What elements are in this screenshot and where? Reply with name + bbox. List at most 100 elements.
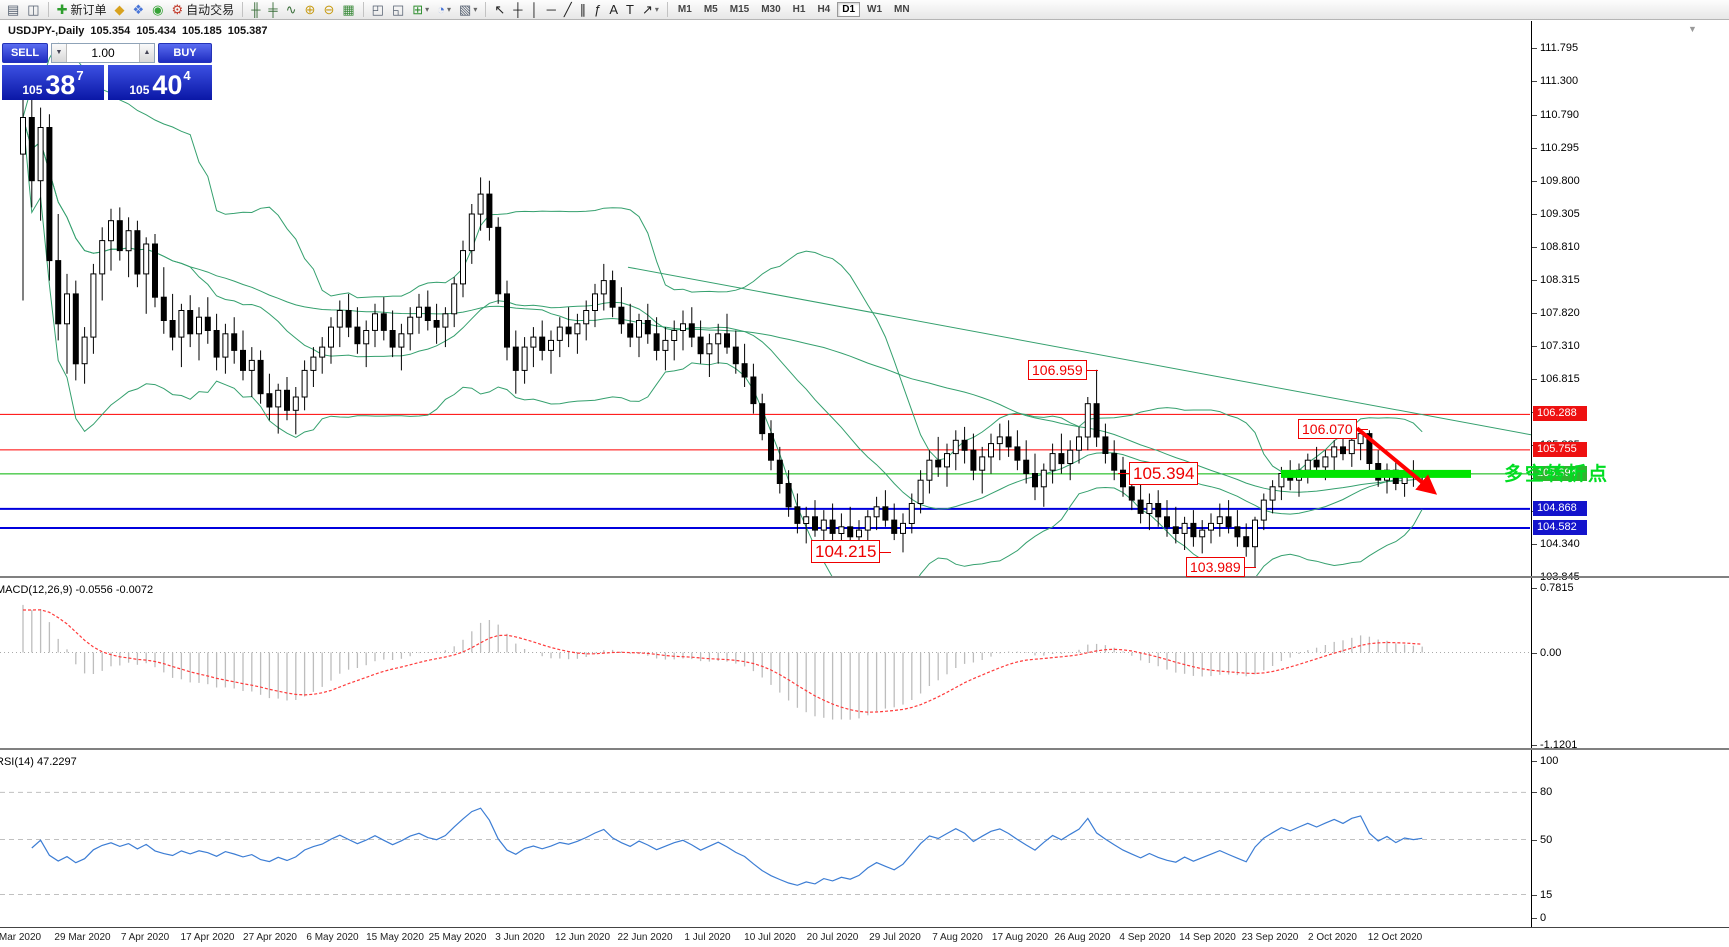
buy-price-figure: 105: [129, 83, 150, 97]
low-value: 105.185: [181, 25, 222, 37]
buy-price-pips: 40: [152, 70, 183, 100]
buy-button[interactable]: BUY: [158, 43, 212, 63]
sell-button[interactable]: SELL: [2, 43, 48, 63]
chart-shift-icon[interactable]: ▼: [1688, 24, 1697, 34]
wallet-button[interactable]: ◆: [111, 1, 129, 18]
toolbar-separator: [666, 2, 668, 17]
periods-button[interactable]: ◔ ▾: [433, 1, 455, 18]
candlestick-mode-icon: ╪: [268, 1, 278, 17]
pane-resize-handle[interactable]: [0, 748, 1729, 750]
add-indicator-button[interactable]: ⊞ ▾: [408, 1, 433, 18]
zoom-in-button[interactable]: ⊕: [301, 1, 320, 18]
time-label: 17 Aug 2020: [991, 932, 1049, 943]
auto-trading-icon: ⚙: [171, 1, 184, 17]
close-value: 105.387: [227, 25, 268, 37]
time-axis[interactable]: Mar 2020 29 Mar 2020 7 Apr 2020 17 Apr 2020…: [0, 927, 1729, 947]
time-label: Mar 2020: [0, 932, 42, 943]
new-indicator-window-button[interactable]: ◰: [368, 1, 388, 18]
open-value: 105.354: [90, 25, 131, 37]
zoom-out-button[interactable]: ⊖: [319, 1, 338, 18]
candlestick-mode-button[interactable]: ╪: [264, 1, 281, 18]
toolbar-separator: [47, 2, 49, 17]
macd-canvas[interactable]: [0, 580, 1531, 748]
time-label: 6 May 2020: [306, 932, 359, 943]
new-order-button[interactable]: ✚ 新订单: [56, 1, 107, 18]
label-tool-icon: T: [626, 1, 634, 17]
price-axis[interactable]: 111.795 111.300 110.790 110.295 109.800 109.3…: [1531, 21, 1728, 927]
price-badge: 104.868: [1533, 500, 1587, 516]
timeframe-m15-button[interactable]: M15: [729, 4, 750, 15]
horizontal-line-tool-button[interactable]: ─: [543, 1, 560, 18]
volume-stepper[interactable]: ▼ 1.00 ▲: [51, 43, 155, 63]
one-click-trading-panel: SELL ▼ 1.00 ▲ BUY 105 38 7 105 40 4: [2, 43, 212, 100]
add-indicator-icon: ⊞: [412, 1, 424, 17]
timeframe-mn-button[interactable]: MN: [894, 4, 910, 15]
rsi-axis-tick: 0: [1532, 911, 1546, 925]
timeframe-m30-button[interactable]: M30: [761, 4, 781, 15]
buy-price[interactable]: 105 40 4: [108, 65, 212, 100]
toolbar: ▤ ◫ ✚ 新订单 ◆ ❖ ◉ ⚙ 自动交易 ╫ ╪ ∿ ⊕ ⊖ ▦ ◰ ◱ ⊞ ▾ ◔ ▾ ▧ ▾ ↖ ┼ │ ─ ╱ ∥ ƒ A T ↗ ▾ M…: [0, 0, 1729, 20]
price-tick: 107.310: [1532, 339, 1580, 353]
volume-value[interactable]: 1.00: [91, 46, 115, 60]
tile-windows-button[interactable]: ▦: [338, 1, 358, 18]
time-label: 27 Apr 2020: [243, 932, 297, 943]
new-chart-button[interactable]: ▤: [3, 1, 23, 18]
time-label: 22 Jun 2020: [617, 932, 673, 943]
arrange-windows-button[interactable]: ◱: [388, 1, 408, 18]
timeframe-h4-button[interactable]: H4: [817, 4, 831, 15]
chart-profiles-button[interactable]: ◫: [23, 1, 43, 18]
price-callout[interactable]: 106.959: [1028, 359, 1098, 380]
timeframe-h1-button[interactable]: H1: [792, 4, 806, 15]
price-chart-canvas[interactable]: [0, 21, 1531, 577]
volume-decrease-icon[interactable]: ▼: [52, 44, 67, 62]
sell-price[interactable]: 105 38 7: [2, 65, 104, 100]
text-tool-button[interactable]: A: [605, 1, 622, 18]
text-tool-icon: A: [609, 1, 619, 17]
pane-resize-handle[interactable]: [0, 576, 1729, 578]
arrows-tool-button[interactable]: ↗ ▾: [638, 1, 663, 18]
price-callout[interactable]: 103.989: [1186, 557, 1256, 578]
macd-axis-tick: 0.00: [1532, 646, 1561, 660]
price-tick: 110.295: [1532, 141, 1579, 155]
market-watch-user-button[interactable]: ❖: [129, 1, 149, 18]
bar-chart-mode-button[interactable]: ╫: [247, 1, 264, 18]
line-chart-mode-button[interactable]: ∿: [282, 1, 301, 18]
trendline-tool-button[interactable]: ╱: [560, 1, 576, 18]
buy-price-point: 4: [183, 68, 191, 83]
price-callout[interactable]: 106.070: [1298, 418, 1368, 439]
templates-button[interactable]: ▧ ▾: [455, 1, 481, 18]
turning-point-annotation[interactable]: 多空转折点: [1504, 463, 1610, 485]
price-callout[interactable]: 104.215: [811, 540, 892, 564]
price-tick: 108.810: [1532, 240, 1580, 254]
wallet-icon: ◆: [114, 1, 125, 17]
time-label: 7 Apr 2020: [120, 932, 170, 943]
timeframe-w1-button[interactable]: W1: [867, 4, 883, 15]
price-badge: 106.288: [1533, 406, 1587, 422]
equidistant-channel-tool-button[interactable]: ∥: [576, 1, 591, 18]
arrows-tool-icon: ↗: [642, 1, 653, 17]
cursor-button[interactable]: ↖: [490, 1, 509, 18]
price-callout[interactable]: 105.394: [1117, 461, 1199, 485]
signals-button[interactable]: ◉: [148, 1, 167, 18]
bar-chart-mode-icon: ╫: [251, 1, 261, 17]
equidistant-channel-tool-icon: ∥: [579, 1, 587, 17]
horizontal-line-tool-icon: ─: [546, 1, 556, 17]
timeframe-m1-button[interactable]: M1: [677, 4, 692, 15]
label-tool-button[interactable]: T: [622, 1, 638, 18]
time-label: 23 Sep 2020: [1241, 932, 1299, 943]
timeframe-m5-button[interactable]: M5: [703, 4, 718, 15]
sell-price-pips: 38: [45, 70, 76, 100]
rsi-canvas[interactable]: [0, 752, 1531, 927]
timeframe-d1-button[interactable]: D1: [837, 2, 861, 17]
cursor-icon: ↖: [494, 1, 506, 17]
signals-icon: ◉: [152, 1, 164, 17]
vertical-line-tool-button[interactable]: │: [526, 1, 542, 18]
new-order-icon: ✚: [56, 1, 68, 17]
arrange-windows-icon: ◱: [391, 1, 405, 17]
price-tick: 106.815: [1532, 372, 1580, 386]
crosshair-button[interactable]: ┼: [509, 1, 526, 18]
fibonacci-tool-button[interactable]: ƒ: [590, 1, 605, 18]
time-label: 7 Aug 2020: [932, 932, 983, 943]
volume-increase-icon[interactable]: ▲: [139, 44, 154, 62]
auto-trading-button[interactable]: ⚙ 自动交易: [171, 1, 235, 18]
